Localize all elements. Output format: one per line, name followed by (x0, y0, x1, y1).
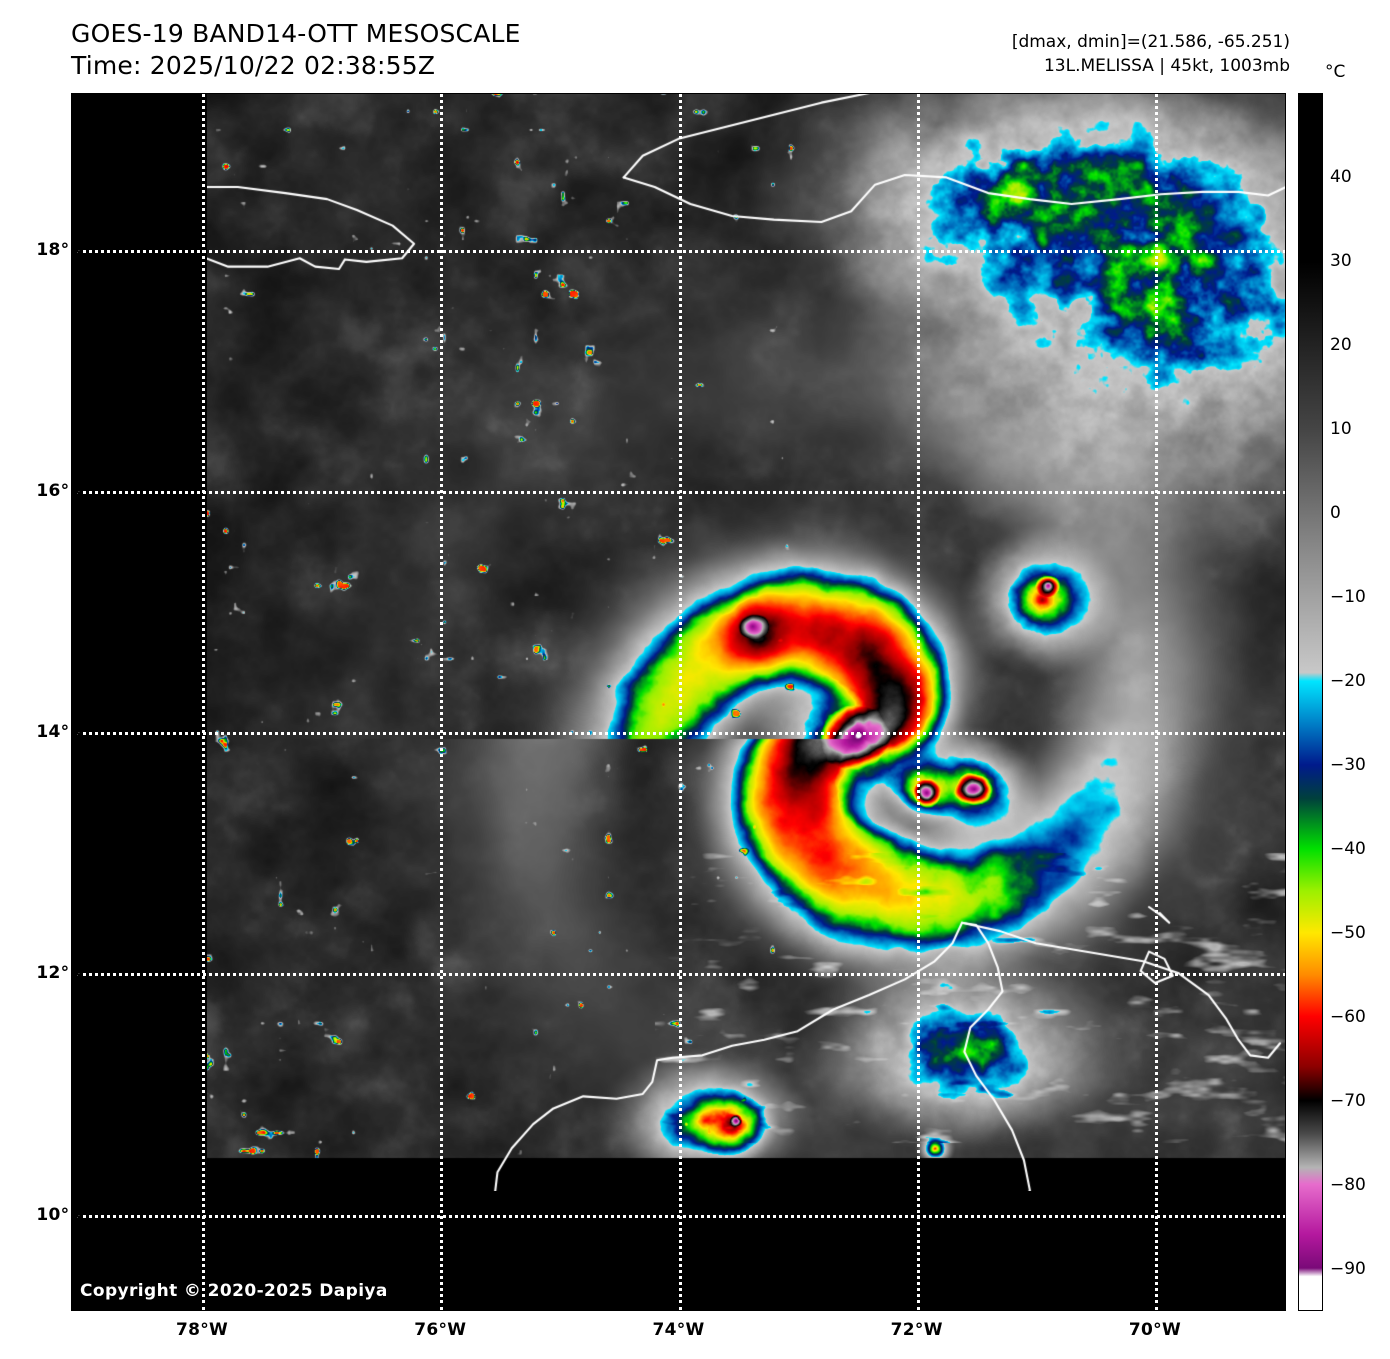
colorbar-tick--20: −20 (1330, 671, 1366, 691)
data-range-label: [dmax, dmin]=(21.586, -65.251) (1011, 32, 1290, 52)
colorbar-tick-40: 40 (1330, 167, 1352, 187)
metadata-block: [dmax, dmin]=(21.586, -65.251) 13L.MELIS… (1012, 30, 1290, 78)
gridline-lon-78°W (202, 93, 206, 1311)
colorbar-tick-10: 10 (1330, 419, 1352, 439)
colorbar-tick--70: −70 (1330, 1091, 1366, 1111)
colorbar-tick--30: −30 (1330, 755, 1366, 775)
lon-tick-label: 76°W (414, 1320, 467, 1340)
lon-tick-label: 72°W (890, 1320, 943, 1340)
lat-tick-label: 10°N (36, 1204, 84, 1225)
page-title: GOES-19 BAND14-OTT MESOSCALE (71, 19, 521, 48)
colorbar-tick-20: 20 (1330, 335, 1352, 355)
colorbar-units-label: °C (1325, 62, 1346, 82)
gridline-lat-10°N (71, 1214, 1286, 1218)
satellite-raster (207, 93, 1286, 1191)
lat-tick-label: 12°N (36, 963, 84, 984)
chart-title-block: GOES-19 BAND14-OTT MESOSCALE Time: 2025/… (71, 18, 521, 82)
satellite-data-layer (207, 93, 1286, 1191)
copyright-label: Copyright © 2020-2025 Dapiya (80, 1281, 388, 1301)
lon-tick-label: 70°W (1128, 1320, 1182, 1340)
colorbar-tick-0: 0 (1330, 503, 1341, 523)
lon-tick-label: 78°W (175, 1320, 229, 1340)
colorbar-tick--90: −90 (1330, 1259, 1366, 1279)
colorbar (1298, 93, 1323, 1311)
colorbar-tick--50: −50 (1330, 923, 1366, 943)
lon-tick-label: 74°W (652, 1320, 705, 1340)
colorbar-tick--80: −80 (1330, 1175, 1366, 1195)
colorbar-gradient (1299, 94, 1322, 1310)
colorbar-tick--10: −10 (1330, 587, 1366, 607)
colorbar-tick-30: 30 (1330, 251, 1352, 271)
colorbar-tick--60: −60 (1330, 1007, 1366, 1027)
lat-tick-label: 18°N (36, 239, 84, 260)
timestamp-label: Time: 2025/10/22 02:38:55Z (71, 51, 436, 80)
lat-tick-label: 14°N (36, 722, 84, 743)
colorbar-tick--40: −40 (1330, 839, 1366, 859)
lat-tick-label: 16°N (36, 480, 84, 501)
satellite-image-plot (71, 93, 1286, 1311)
storm-info-label: 13L.MELISSA | 45kt, 1003mb (1043, 56, 1290, 76)
